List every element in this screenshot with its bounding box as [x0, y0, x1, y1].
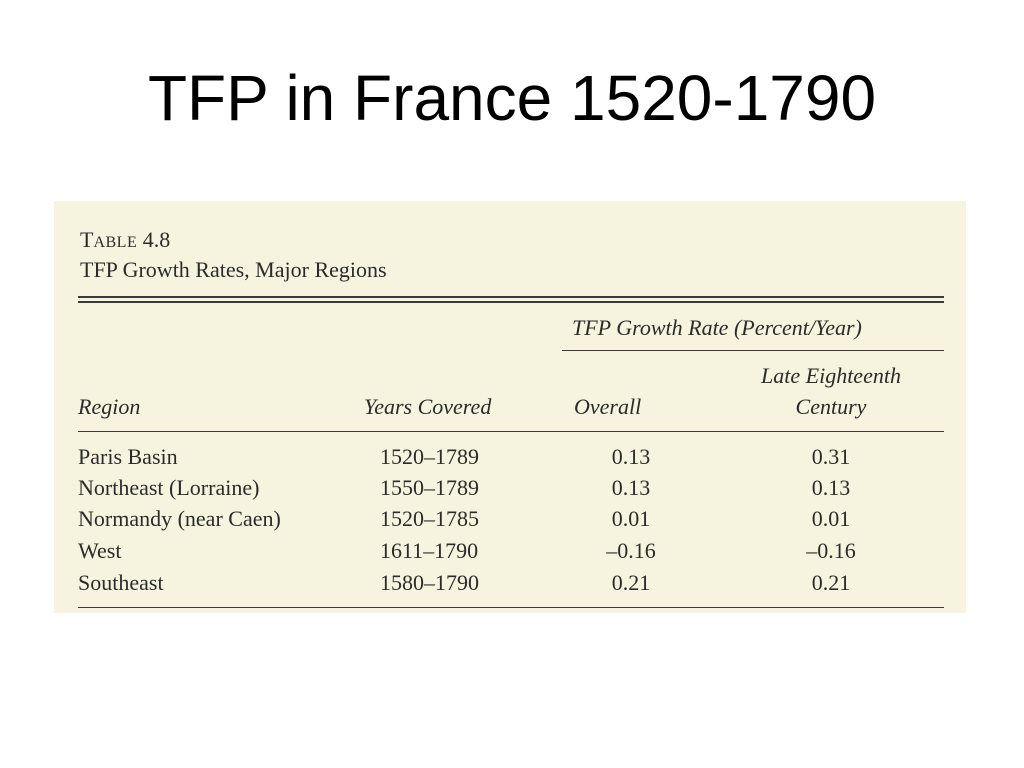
header-late-line2: Century [795, 394, 867, 419]
table-row-overall: 0.13 [611, 475, 651, 500]
table-label: TABLE 4.8 [80, 227, 170, 256]
group-header-rule [562, 350, 944, 351]
table-row-region: Paris Basin [78, 444, 178, 469]
table-label-small: ABLE [93, 234, 138, 251]
header-late-line1: Late Eighteenth [761, 363, 901, 388]
scanned-table-image: TABLE 4.8 TFP Growth Rates, Major Region… [54, 201, 966, 613]
table-row-years: 1580–1790 [380, 570, 479, 595]
header-rule [78, 431, 944, 432]
table-title: TFP Growth Rates, Major Regions [80, 257, 387, 282]
table-row-region: West [78, 538, 122, 563]
table-row-region: Southeast [78, 570, 164, 595]
bottom-rule [78, 607, 944, 608]
table-row-late: –0.16 [806, 538, 856, 563]
table-row-overall: 0.13 [611, 444, 651, 469]
header-overall: Overall [574, 394, 642, 419]
table-row-late: 0.13 [811, 475, 851, 500]
top-rule-2 [78, 301, 944, 303]
header-years-covered: Years Covered [364, 394, 492, 419]
group-header: TFP Growth Rate (Percent/Year) [572, 315, 862, 340]
table-label-prefix: T [80, 227, 94, 252]
table-row-overall: –0.16 [606, 538, 656, 563]
table-number: 4.8 [142, 227, 171, 252]
table-row-region: Normandy (near Caen) [78, 506, 281, 531]
slide-title: TFP in France 1520-1790 [147, 62, 877, 134]
table-row-years: 1520–1789 [380, 444, 479, 469]
table-row-years: 1550–1789 [380, 475, 479, 500]
table-row-late: 0.21 [811, 570, 851, 595]
table-row-overall: 0.01 [611, 506, 651, 531]
table-row-late: 0.31 [811, 444, 851, 469]
table-row-region: Northeast (Lorraine) [78, 475, 260, 500]
table-row-years: 1520–1785 [380, 506, 479, 531]
top-rule-1 [78, 296, 944, 298]
header-region: Region [78, 394, 141, 419]
table-row-years: 1611–1790 [380, 538, 479, 563]
table-row-overall: 0.21 [611, 570, 651, 595]
table-row-late: 0.01 [811, 506, 851, 531]
